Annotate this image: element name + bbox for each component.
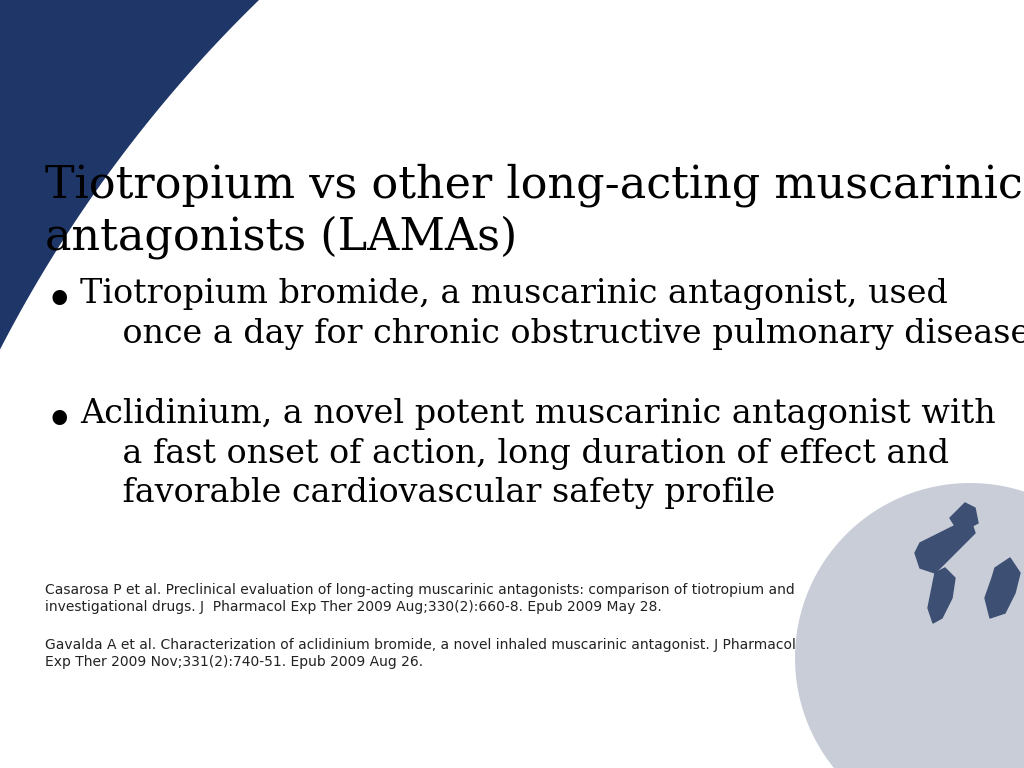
- Polygon shape: [915, 518, 975, 573]
- Text: Gavalda A et al. Characterization of aclidinium bromide, a novel inhaled muscari: Gavalda A et al. Characterization of acl…: [45, 638, 796, 669]
- Text: Tiotropium bromide, a muscarinic antagonist, used
    once a day for chronic obs: Tiotropium bromide, a muscarinic antagon…: [80, 278, 1024, 349]
- Text: Casarosa P et al. Preclinical evaluation of long-acting muscarinic antagonists: : Casarosa P et al. Preclinical evaluation…: [45, 583, 795, 614]
- Polygon shape: [928, 568, 955, 623]
- Text: •: •: [45, 278, 75, 327]
- Polygon shape: [985, 558, 1020, 618]
- Polygon shape: [950, 503, 978, 530]
- Text: Aclidinium, a novel potent muscarinic antagonist with
    a fast onset of action: Aclidinium, a novel potent muscarinic an…: [80, 398, 995, 509]
- Text: Tiotropium vs other long-acting muscarinic
antagonists (LAMAs): Tiotropium vs other long-acting muscarin…: [45, 163, 1023, 259]
- Circle shape: [795, 483, 1024, 768]
- Text: •: •: [45, 398, 75, 448]
- Polygon shape: [0, 0, 1024, 349]
